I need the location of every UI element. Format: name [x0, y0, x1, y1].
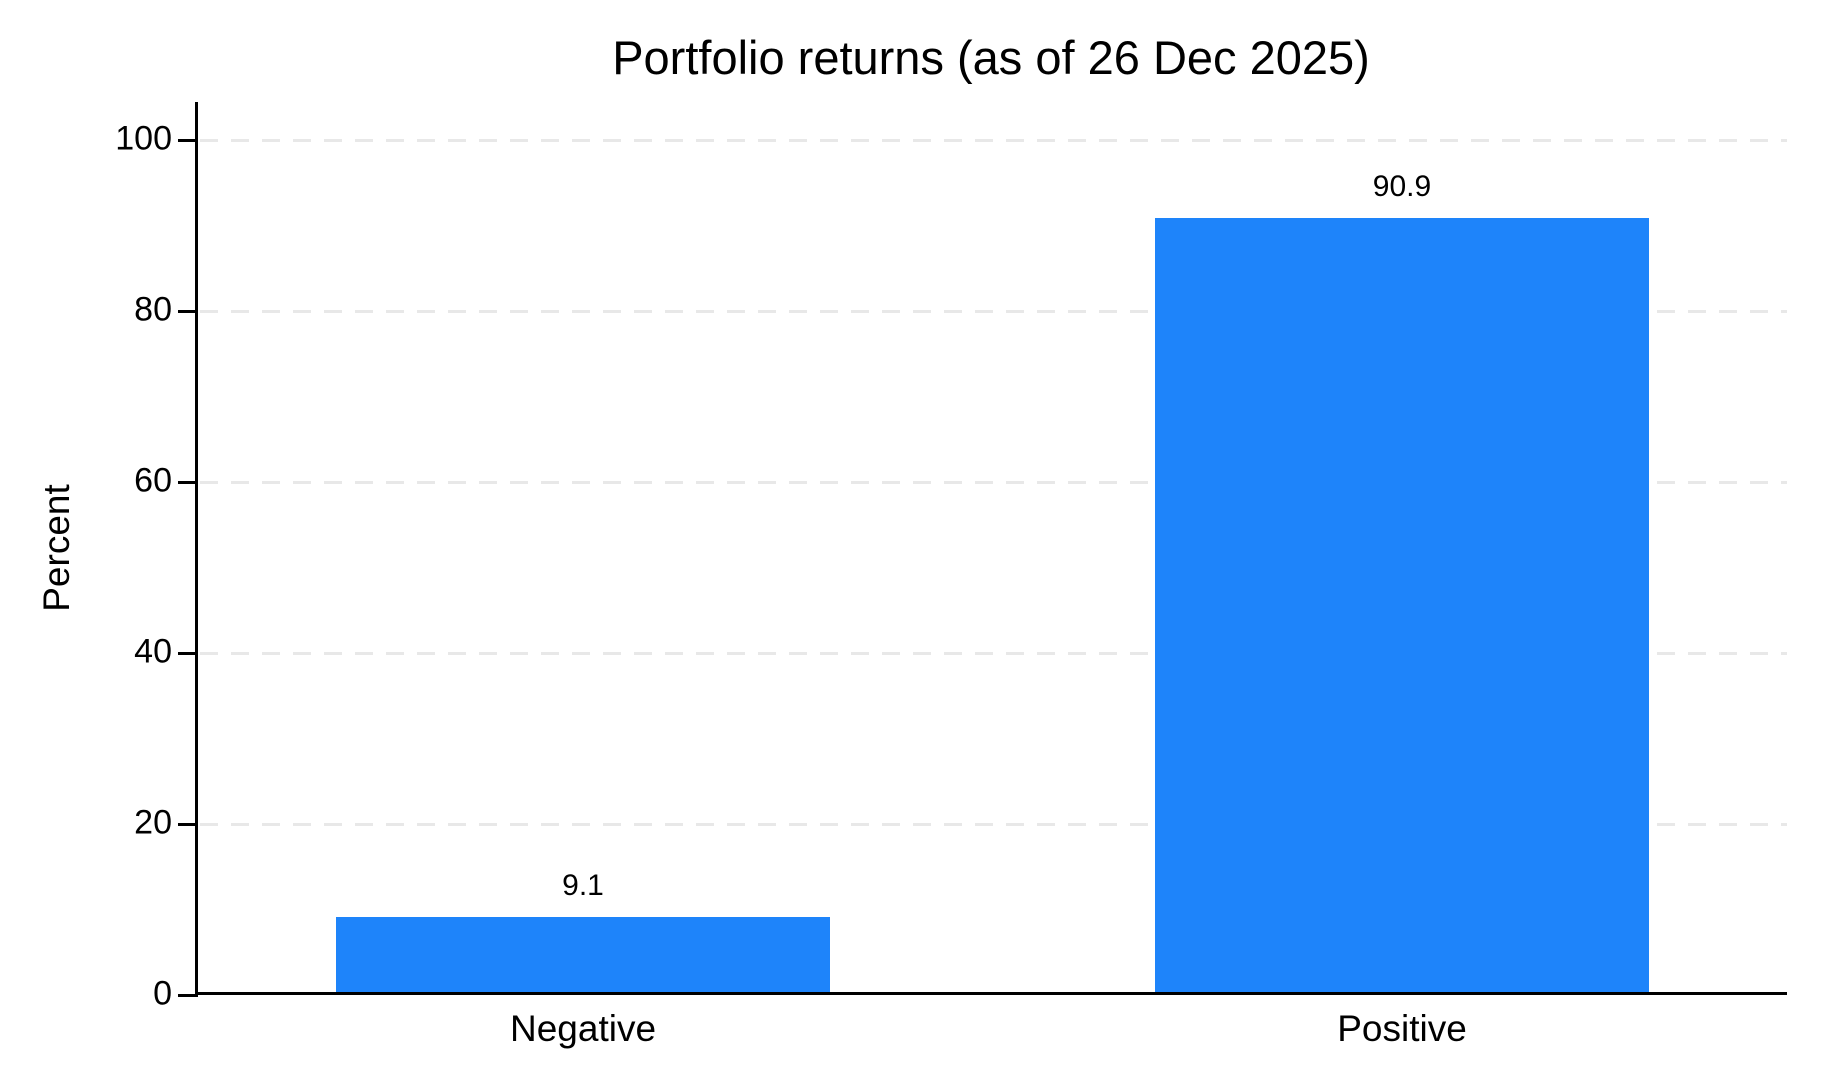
x-category-label-negative: Negative — [509, 1008, 657, 1049]
y-tick-label-100: 100 — [115, 119, 172, 157]
y-tick-label-0: 0 — [153, 974, 172, 1012]
y-tick-mark-80 — [178, 310, 198, 313]
bar-positive — [1155, 218, 1649, 992]
y-tick-label-40: 40 — [134, 632, 172, 670]
chart-title: Portfolio returns (as of 26 Dec 2025) — [612, 31, 1370, 84]
y-tick-label-60: 60 — [134, 461, 172, 499]
gridline-y40 — [200, 652, 1787, 655]
x-axis-category-labels: Negative Positive — [195, 1008, 1787, 1068]
bar-value-label-positive: 90.9 — [1372, 170, 1432, 203]
y-tick-label-80: 80 — [134, 290, 172, 328]
gridline-y80 — [200, 310, 1787, 313]
bar-value-label-negative: 9.1 — [562, 869, 604, 902]
y-tick-mark-0 — [178, 994, 198, 997]
gridline-y20 — [200, 823, 1787, 826]
x-category-label-positive: Positive — [1337, 1008, 1467, 1049]
y-tick-mark-20 — [178, 823, 198, 826]
y-axis-tick-labels: 0 20 40 60 80 100 — [0, 102, 172, 1012]
y-tick-mark-100 — [178, 139, 198, 142]
gridline-y60 — [200, 481, 1787, 484]
y-tick-mark-60 — [178, 481, 198, 484]
y-tick-mark-40 — [178, 652, 198, 655]
bar-negative — [336, 917, 830, 992]
y-tick-label-20: 20 — [134, 803, 172, 841]
plot-area: 9.1 90.9 — [178, 102, 1787, 997]
gridline-y100 — [200, 139, 1787, 142]
